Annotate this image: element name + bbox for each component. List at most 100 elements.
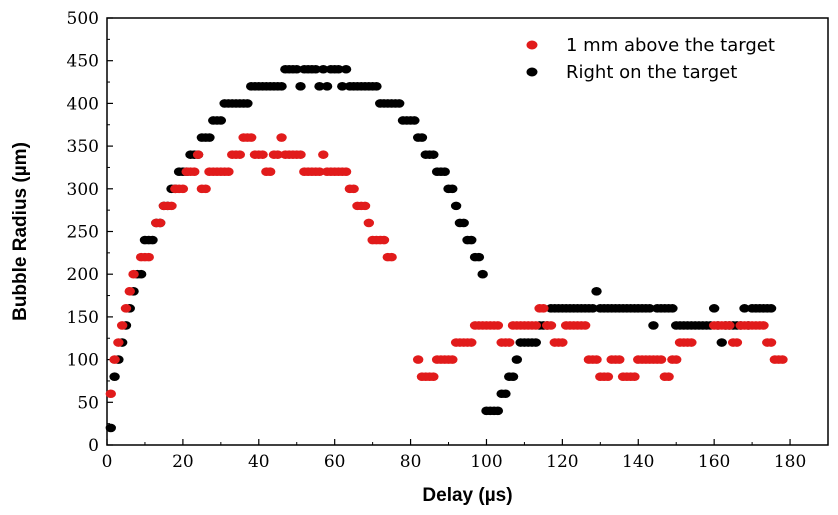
data-point [386,252,397,262]
data-point [667,304,678,313]
x-axis-ticks: 0 20 40 60 80 100 120 140 160 180 [102,439,829,472]
data-point [538,304,549,313]
data-point [644,304,655,313]
data-point [340,64,352,74]
data-point [192,150,204,159]
y-tick-label: 450 [67,52,99,72]
data-point [348,184,359,194]
y-tick-label: 50 [77,393,99,413]
data-point [113,338,124,347]
data-point [530,321,542,330]
data-point [587,304,598,313]
data-point [124,286,135,296]
data-point [363,218,375,228]
data-point [264,167,276,177]
data-point [591,355,602,364]
data-point [318,64,329,74]
x-tick-label: 60 [324,452,346,472]
data-point [215,116,227,125]
data-point [272,150,283,159]
x-axis-title: Delay (µs) [422,485,512,506]
legend: 1 mm above the target Right on the target [526,35,775,83]
data-point [629,372,640,381]
data-point [500,389,511,399]
data-point [473,252,485,262]
data-point [223,167,234,177]
data-point [242,99,253,108]
data-point [257,150,268,159]
data-point [739,304,750,313]
data-point [765,304,777,313]
data-point [477,269,488,279]
data-point [120,304,132,313]
data-point [246,133,257,142]
data-point [724,321,735,330]
data-point [154,218,166,228]
data-point [109,355,120,364]
y-tick-label: 500 [67,9,99,29]
data-point [234,150,246,159]
data-point [318,150,329,159]
data-point [447,184,458,194]
x-tick-label: 40 [248,452,270,472]
data-point [105,423,116,433]
data-point [648,321,659,330]
data-point [663,372,674,381]
data-point [359,201,371,211]
x-tick-label: 160 [698,452,730,472]
data-point [466,338,477,347]
data-point [409,116,420,125]
data-point [166,201,177,211]
x-tick-label: 0 [102,452,113,472]
data-point [310,64,321,74]
data-point [614,355,625,364]
data-point [492,406,504,416]
y-tick-label: 150 [67,308,99,328]
data-point [135,269,147,279]
data-point [412,355,424,364]
data-point [765,338,777,347]
y-tick-label: 300 [67,180,99,200]
data-point [466,235,477,245]
data-points [105,64,788,433]
data-point [340,167,352,177]
data-point [530,338,542,347]
data-point [458,218,469,228]
y-axis-title: Bubble Radius (µm) [10,142,31,321]
data-point [758,321,769,330]
data-point [671,355,682,364]
y-tick-label: 250 [67,223,99,243]
data-point [602,372,614,381]
data-point [777,355,788,364]
x-tick-label: 180 [774,452,806,472]
data-point [655,355,667,364]
data-point [450,201,462,211]
data-point [291,64,302,74]
data-point [333,64,344,74]
data-point [371,82,382,91]
data-point [116,321,128,330]
x-tick-label: 20 [172,452,194,472]
data-point [295,82,306,91]
y-tick-label: 0 [88,436,99,456]
data-point [731,338,743,347]
data-point [128,269,139,279]
data-point [708,304,720,313]
data-point [321,82,333,91]
data-point [579,321,591,330]
data-point [416,133,428,142]
data-point [511,355,523,364]
data-point [439,167,450,177]
data-point [447,355,458,364]
data-point [545,321,557,330]
data-point [147,235,158,245]
data-point [428,372,439,381]
data-point [557,338,568,347]
data-point [314,167,325,177]
y-tick-label: 100 [67,351,99,371]
x-tick-label: 140 [622,452,654,472]
legend-marker [526,67,538,77]
data-point [428,150,439,159]
y-tick-label: 200 [67,265,99,285]
